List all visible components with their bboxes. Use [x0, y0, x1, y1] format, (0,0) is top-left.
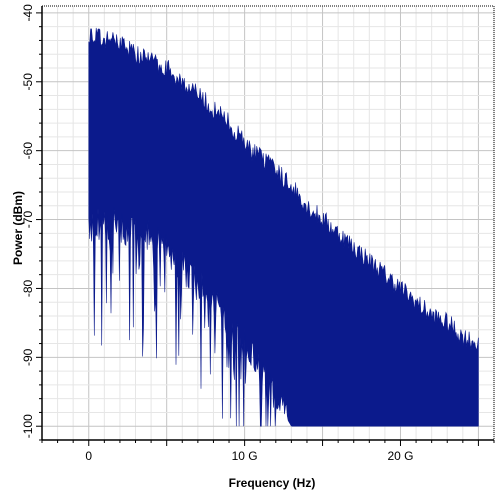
x-tick-label: 10 G — [232, 449, 258, 463]
tick-labels: 0 10 G 20 G -40 -50 -60 -70 -80 -90 -100 — [21, 4, 413, 463]
y-tick-label: -100 — [21, 414, 35, 438]
y-tick-label: -60 — [21, 142, 35, 160]
y-tick-label: -40 — [21, 4, 35, 22]
spectrum-trace — [88, 27, 479, 427]
y-tick-label: -50 — [21, 73, 35, 91]
y-tick-label: -70 — [21, 211, 35, 229]
spectrum-area — [88, 27, 479, 427]
y-tick-label: -90 — [21, 348, 35, 366]
x-tick-label: 20 G — [387, 449, 413, 463]
x-axis-title: Frequency (Hz) — [229, 476, 316, 490]
x-tick-label: 0 — [85, 449, 92, 463]
y-axis-title: Power (dBm) — [11, 191, 25, 265]
axes — [36, 5, 495, 446]
y-tick-label: -80 — [21, 279, 35, 297]
